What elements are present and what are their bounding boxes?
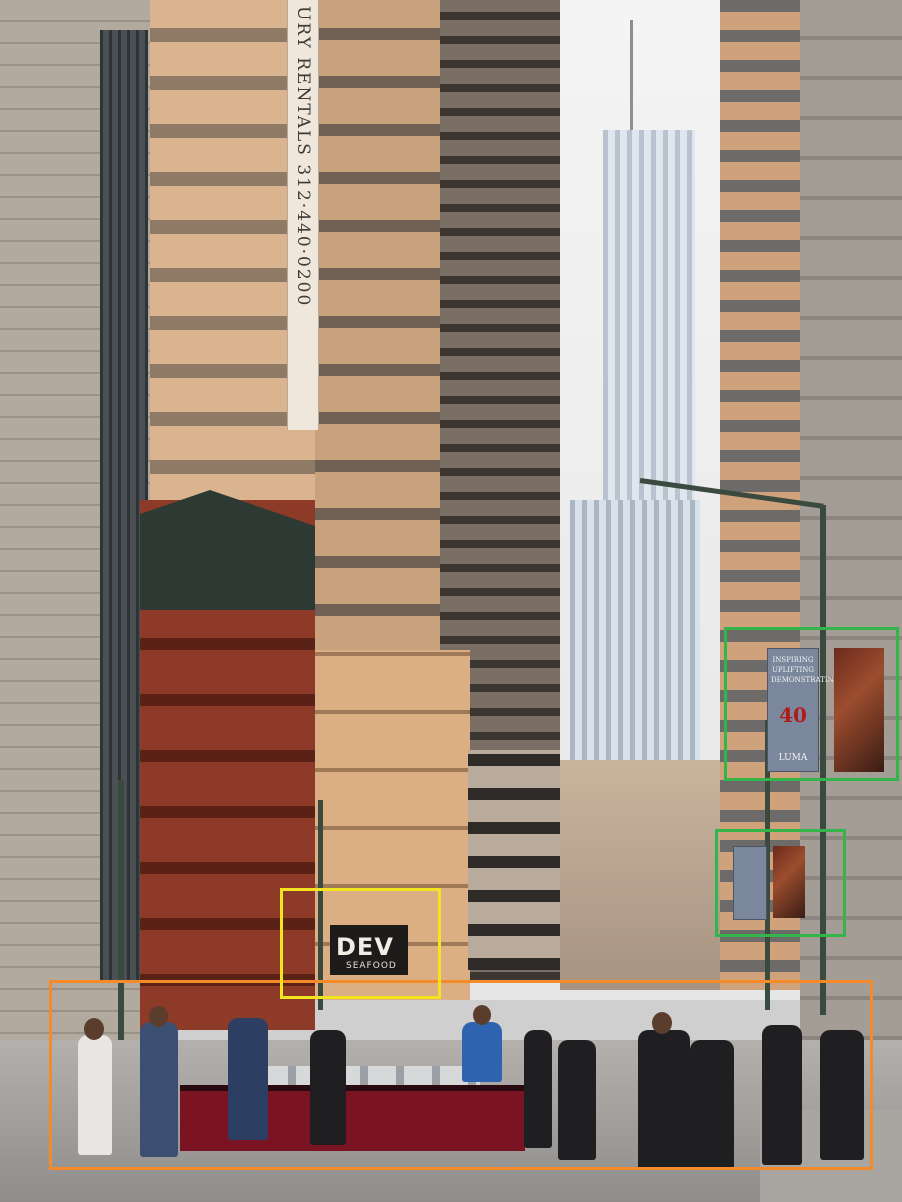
person-head [473, 1005, 491, 1025]
restaurant-sign-subtext: SEAFOOD [346, 961, 397, 971]
rentals-vertical-sign: URY RENTALS 312·440·0200 [287, 0, 319, 430]
lamp-post-mid [318, 800, 323, 1010]
tan-highrise-balconies [315, 0, 440, 700]
box-people [49, 980, 873, 1170]
distant-buildings [560, 760, 730, 990]
person-head [84, 1018, 104, 1040]
banner-top-text: INSPIRING UPLIFTING DEMONSTRATING [771, 656, 840, 684]
person [558, 1040, 596, 1160]
box-banner-lower [715, 829, 846, 937]
upper-art-banner [834, 648, 884, 772]
person [524, 1030, 552, 1148]
person [690, 1040, 734, 1170]
glass-tower-upper [603, 130, 695, 510]
upper-blue-banner: INSPIRING UPLIFTING DEMONSTRATING 40 LUM… [767, 648, 840, 772]
lamp-post-2 [765, 720, 770, 1010]
tower-spire [630, 20, 633, 132]
person-head [652, 1012, 672, 1034]
lower-blue-banner [733, 846, 767, 920]
person [762, 1025, 802, 1165]
person [228, 1018, 268, 1140]
parking-garage [468, 750, 560, 970]
box-restaurant-sign [280, 888, 441, 999]
lower-art-banner [773, 846, 805, 918]
rentals-sign-text: URY RENTALS 312·440·0200 [293, 6, 313, 308]
person [462, 1022, 502, 1082]
right-gray-building [800, 0, 902, 1080]
person [78, 1035, 112, 1155]
banner-number: 40 [779, 703, 807, 727]
person [310, 1030, 346, 1145]
restaurant-sign-text: DEV [336, 933, 394, 961]
person-head [149, 1006, 168, 1027]
lamp-post [820, 505, 826, 1015]
box-banner-upper [724, 627, 899, 781]
banner-bottom-text: LUMA [778, 753, 808, 763]
person [820, 1030, 864, 1160]
lamp-post-left [118, 780, 124, 1040]
person [140, 1022, 178, 1157]
restaurant-sign: DEV SEAFOOD [330, 925, 408, 975]
person [638, 1030, 690, 1170]
